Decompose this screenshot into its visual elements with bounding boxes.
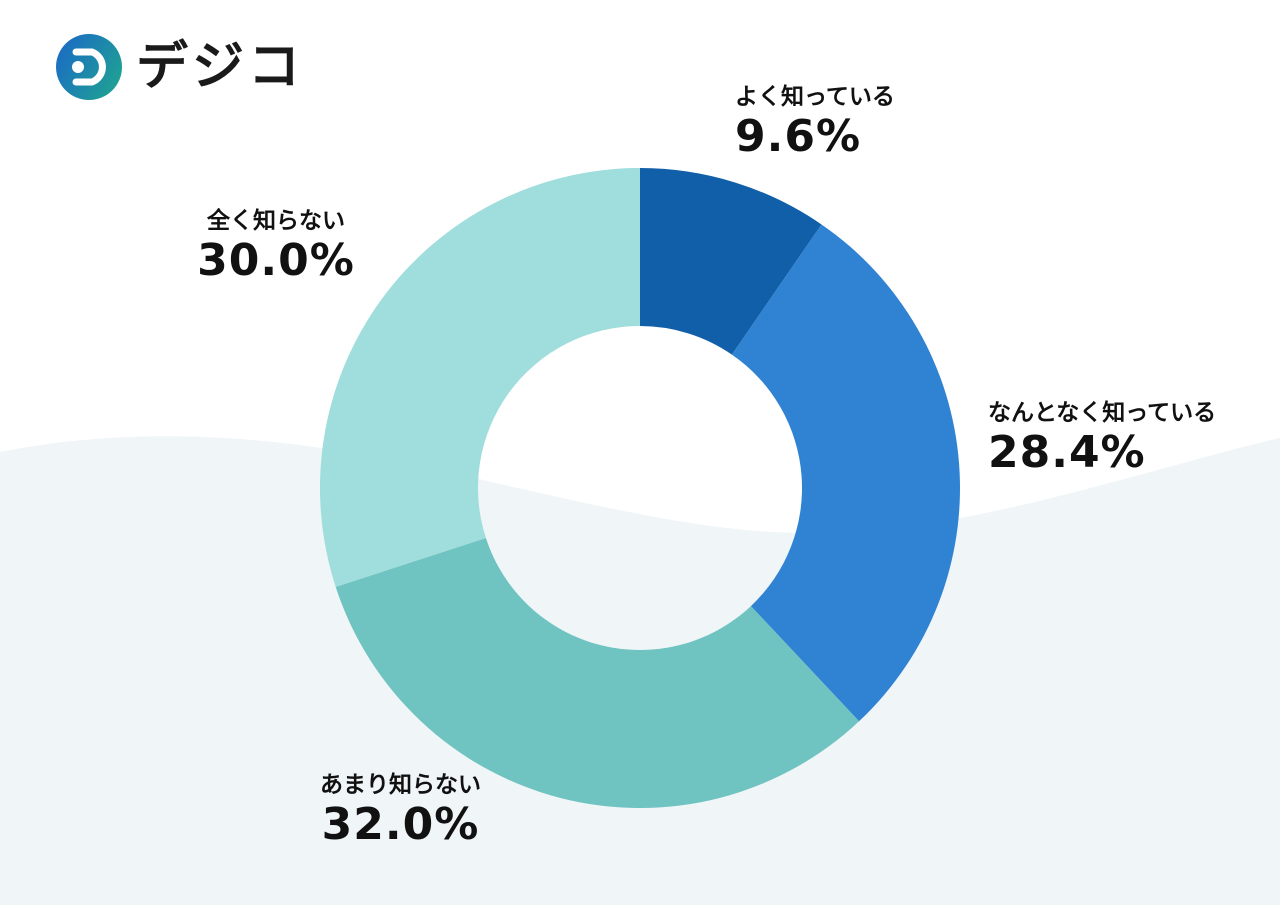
- donut-segment-0: [640, 168, 822, 355]
- slice-value: 32.0%: [321, 798, 480, 850]
- callout-yoku-shitteiru: よく知っている 9.6%: [735, 84, 895, 162]
- slice-label: あまり知らない: [320, 772, 481, 798]
- slice-value: 28.4%: [988, 426, 1146, 478]
- slice-value: 9.6%: [735, 110, 862, 162]
- callout-nantonaku-shitteiru: なんとなく知っている 28.4%: [988, 400, 1216, 478]
- donut-segment-2: [335, 538, 860, 809]
- logo-dot: [72, 61, 84, 73]
- brand-logo: デジコ: [56, 34, 304, 100]
- slice-label: よく知っている: [735, 84, 895, 110]
- brand-name: デジコ: [136, 37, 305, 97]
- slice-label: 全く知らない: [207, 208, 345, 234]
- donut-segment-1: [731, 224, 961, 722]
- donut-slices-group: [319, 168, 961, 809]
- slice-label: なんとなく知っている: [988, 400, 1217, 426]
- logo-circle: [56, 34, 122, 100]
- slice-value: 30.0%: [197, 234, 355, 286]
- brand-logo-icon: [56, 34, 122, 100]
- logo-d-glyph: [72, 48, 106, 86]
- callout-amari-shiranai: あまり知らない 32.0%: [308, 772, 493, 850]
- callout-mattaku-shiranai: 全く知らない 30.0%: [192, 208, 360, 286]
- donut-segment-3: [319, 168, 640, 587]
